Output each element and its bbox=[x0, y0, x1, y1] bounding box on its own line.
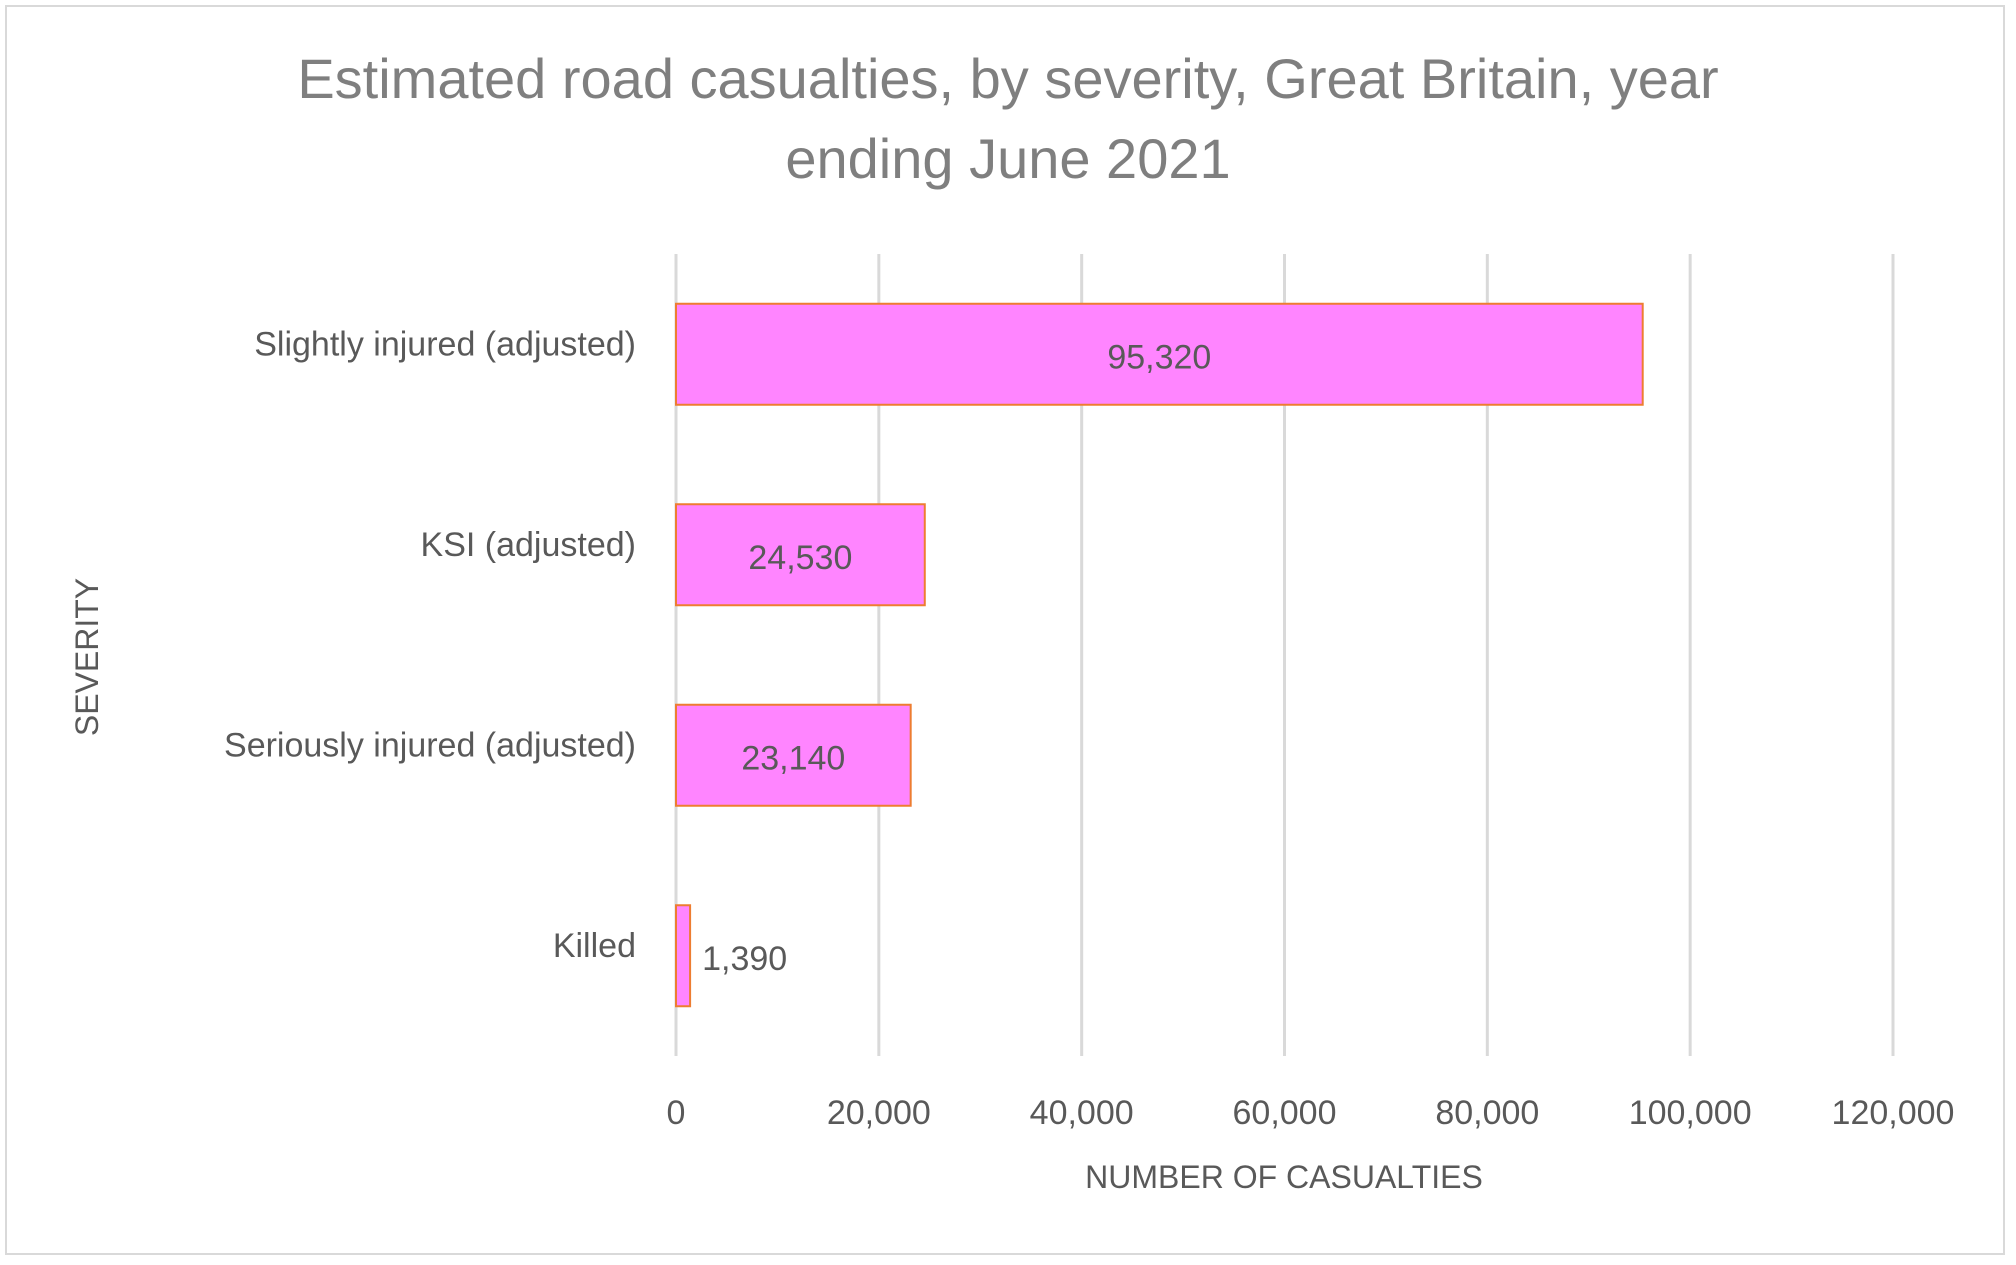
bars bbox=[675, 302, 1644, 1008]
x-axis-title: NUMBER OF CASUALTIES bbox=[1085, 1159, 1483, 1195]
chart-frame bbox=[5, 5, 2005, 1255]
bar bbox=[675, 904, 692, 1008]
bar bbox=[675, 302, 1644, 406]
x-tick-labels: 0 20,000 40,000 60,000 80,000 100,000 120,000 bbox=[667, 1094, 1955, 1132]
bar bbox=[675, 703, 912, 807]
category-label: Seriously injured (adjusted) bbox=[224, 726, 636, 764]
x-tick-label: 40,000 bbox=[1030, 1094, 1134, 1132]
x-tick-label: 20,000 bbox=[827, 1094, 931, 1132]
chart-title-line-1: Estimated road casualties, by severity, … bbox=[297, 47, 1718, 110]
category-label: KSI (adjusted) bbox=[421, 526, 636, 564]
data-label: 23,140 bbox=[741, 739, 845, 777]
data-label: 95,320 bbox=[1107, 338, 1211, 376]
category-labels: Slightly injured (adjusted) KSI (adjusted… bbox=[224, 325, 636, 965]
x-tick-label: 0 bbox=[667, 1094, 686, 1132]
x-tick-label: 60,000 bbox=[1233, 1094, 1337, 1132]
y-axis-title: SEVERITY bbox=[69, 578, 105, 736]
data-label: 1,390 bbox=[702, 940, 787, 978]
chart-title: Estimated road casualties, by severity, … bbox=[297, 47, 1718, 190]
bar bbox=[675, 503, 926, 607]
chart-title-line-2: ending June 2021 bbox=[785, 127, 1230, 190]
x-tick-label: 100,000 bbox=[1629, 1094, 1752, 1132]
x-tick-label: 120,000 bbox=[1832, 1094, 1955, 1132]
category-label: Slightly injured (adjusted) bbox=[254, 325, 636, 363]
x-tick-label: 80,000 bbox=[1435, 1094, 1539, 1132]
category-label: Killed bbox=[553, 927, 636, 965]
data-label: 24,530 bbox=[748, 539, 852, 577]
data-labels: 95,320 24,530 23,140 1,390 bbox=[702, 338, 1211, 978]
